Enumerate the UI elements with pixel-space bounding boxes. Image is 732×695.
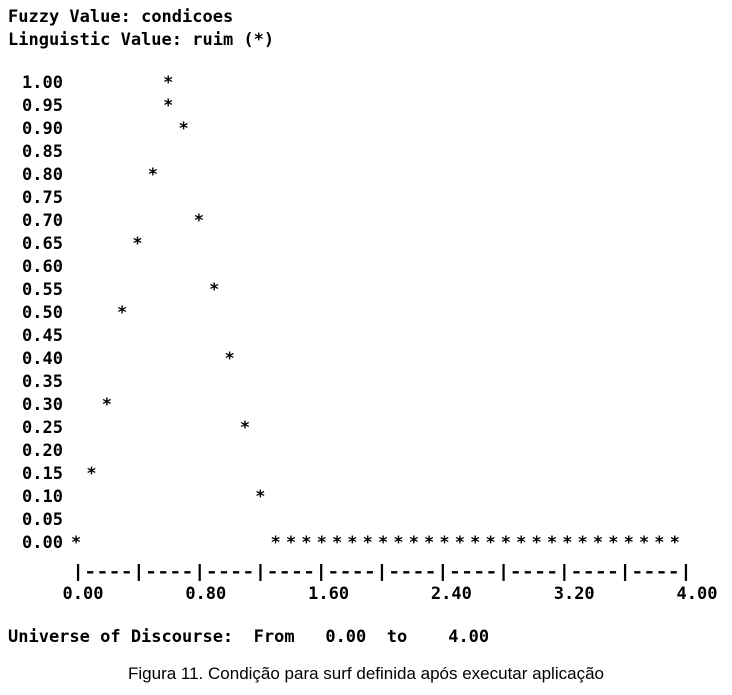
- universe-to-label: to: [386, 627, 408, 647]
- linguistic-value-line: Linguistic Value: ruim (*): [8, 29, 274, 52]
- data-point-marker: *: [501, 533, 511, 553]
- y-tick-label: 0.00: [22, 533, 63, 553]
- linguistic-value-label: Linguistic Value:: [8, 30, 182, 50]
- data-point-marker: *: [163, 96, 173, 116]
- data-point-marker: *: [132, 234, 142, 254]
- membership-plot: 1.00 0.95 0.90 0.85 0.80 0.75 0.70 0.65 0.60 0.55…: [22, 73, 718, 604]
- fuzzy-value-name: condicoes: [141, 7, 234, 27]
- data-point-marker: *: [378, 533, 388, 553]
- data-point-marker: *: [301, 533, 311, 553]
- y-tick-label: 0.45: [22, 326, 63, 346]
- data-point-marker: *: [363, 533, 373, 553]
- y-tick-label: 0.75: [22, 188, 63, 208]
- y-tick-label: 0.60: [22, 257, 63, 277]
- data-point-marker: *: [102, 395, 112, 415]
- data-point-marker: *: [608, 533, 618, 553]
- data-markers: *************** * * * * * * * * * * * * * * * * * * * * * * * * *…: [71, 73, 680, 553]
- universe-to-value: 4.00: [448, 627, 490, 647]
- y-tick-label: 0.85: [22, 142, 63, 162]
- data-point-marker: *: [624, 533, 634, 553]
- data-point-marker: *: [347, 533, 357, 553]
- x-tick-label: 3.20: [554, 584, 595, 604]
- x-tick-label: 4.00: [677, 584, 718, 604]
- y-tick-label: 0.30: [22, 395, 63, 415]
- y-tick-label: 0.15: [22, 464, 63, 484]
- data-point-marker: *: [424, 533, 434, 553]
- x-tick-label: 2.40: [431, 584, 472, 604]
- linguistic-value-name: ruim (*): [192, 30, 275, 50]
- data-point-marker: *: [286, 533, 296, 553]
- data-point-marker: *: [71, 533, 81, 553]
- y-tick-label: 0.20: [22, 441, 63, 461]
- data-point-marker: *: [240, 418, 250, 438]
- data-point-marker: *: [194, 211, 204, 231]
- x-tick-label: 1.60: [308, 584, 349, 604]
- data-point-marker: *: [455, 533, 465, 553]
- universe-from-value: 0.00: [325, 627, 367, 647]
- y-tick-label: 0.70: [22, 211, 63, 231]
- data-point-marker: *: [163, 73, 173, 93]
- data-point-marker: *: [562, 533, 572, 553]
- fuzzy-value-line: Fuzzy Value: condicoes: [8, 6, 233, 29]
- data-point-marker: *: [654, 533, 664, 553]
- data-point-marker: *: [209, 280, 219, 300]
- y-tick-label: 0.40: [22, 349, 63, 369]
- universe-line: Universe of Discourse: From 0.00 to 4.00: [8, 626, 489, 649]
- fuzzy-value-label: Fuzzy Value:: [8, 7, 131, 27]
- y-tick-label: 0.80: [22, 165, 63, 185]
- x-tick-label: 0.00: [63, 584, 104, 604]
- data-point-marker: *: [485, 533, 495, 553]
- data-point-marker: *: [439, 533, 449, 553]
- data-point-marker: *: [148, 165, 158, 185]
- data-point-marker: *: [393, 533, 403, 553]
- data-point-marker: *: [670, 533, 680, 553]
- data-point-marker: *: [532, 533, 542, 553]
- data-point-marker: *: [593, 533, 603, 553]
- data-point-marker: *: [255, 487, 265, 507]
- data-point-marker: *: [332, 533, 342, 553]
- x-tick-label: 0.80: [185, 584, 226, 604]
- y-tick-label: 0.05: [22, 510, 63, 530]
- data-point-marker: *: [516, 533, 526, 553]
- y-tick-label: 0.35: [22, 372, 63, 392]
- universe-label: Universe of Discourse:: [8, 627, 234, 647]
- data-point-marker: *: [225, 349, 235, 369]
- data-point-marker: *: [470, 533, 480, 553]
- universe-from-label: From: [253, 627, 295, 647]
- y-tick-label: 0.25: [22, 418, 63, 438]
- y-tick-labels: 1.00 0.95 0.90 0.85 0.80 0.75 0.70 0.65 0.60 0.55…: [22, 73, 63, 553]
- y-tick-label: 0.90: [22, 119, 63, 139]
- x-tick-labels: 0.00 0.80 1.60 2.40 3.20 4.00: [63, 584, 718, 604]
- data-point-marker: *: [178, 119, 188, 139]
- data-point-marker: *: [578, 533, 588, 553]
- y-tick-label: 0.95: [22, 96, 63, 116]
- data-point-marker: *: [639, 533, 649, 553]
- figure-caption: Figura 11. Condição para surf definida a…: [128, 664, 604, 683]
- data-point-marker: *: [271, 533, 281, 553]
- data-point-marker: *: [86, 464, 96, 484]
- y-tick-label: 0.65: [22, 234, 63, 254]
- data-point-marker: *: [409, 533, 419, 553]
- x-axis-rule: |----|----|----|----|----|----|----|----…: [72, 562, 692, 582]
- data-point-marker: *: [117, 303, 127, 323]
- data-point-marker: *: [317, 533, 327, 553]
- y-tick-label: 0.10: [22, 487, 63, 507]
- y-tick-label: 0.55: [22, 280, 63, 300]
- y-tick-label: 0.50: [22, 303, 63, 323]
- data-point-marker: *: [547, 533, 557, 553]
- y-tick-label: 1.00: [22, 73, 63, 93]
